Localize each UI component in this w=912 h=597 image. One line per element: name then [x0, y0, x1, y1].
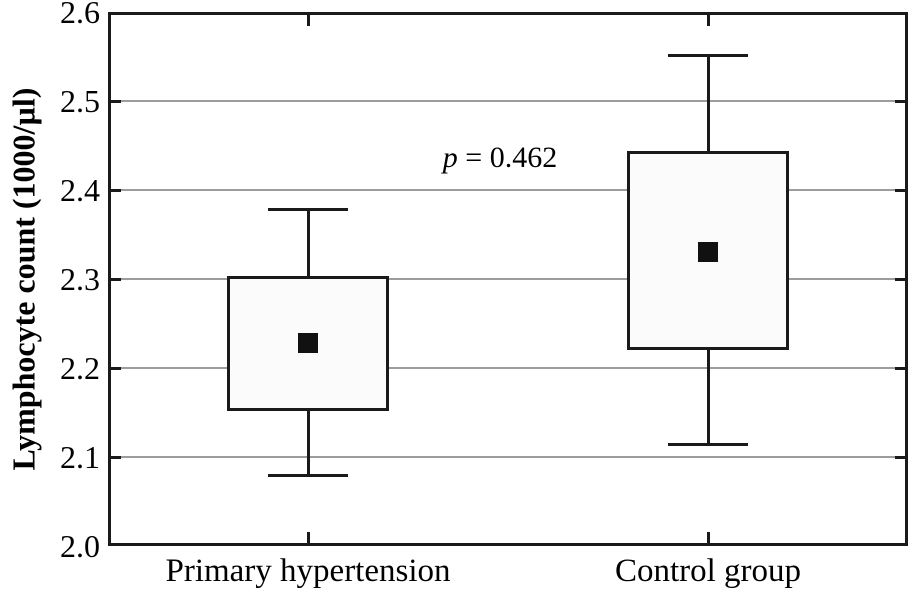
p-value-annotation: p = 0.462	[443, 141, 557, 175]
mean-marker	[298, 333, 318, 354]
p-symbol: p	[442, 140, 458, 174]
y-gridline	[108, 367, 908, 369]
x-axis-tick-bottom	[306, 532, 310, 546]
y-axis-tick-left	[108, 188, 121, 192]
y-axis-tick-left	[108, 366, 121, 370]
whisker-cap-top	[268, 208, 348, 212]
y-axis-tick-right	[895, 277, 908, 281]
x-category-label: Primary hypertension	[165, 553, 451, 589]
y-axis-tick-left	[108, 277, 121, 281]
y-tick-label: 2.5	[60, 83, 100, 119]
mean-marker	[698, 242, 718, 263]
plot-area: p = 0.462	[108, 12, 908, 546]
y-gridline	[108, 189, 908, 191]
x-axis-tick-bottom	[706, 532, 710, 546]
p-value-text: = 0.462	[457, 140, 558, 174]
y-gridline	[108, 278, 908, 280]
x-category-label: Control group	[614, 553, 802, 589]
y-axis-tick-left	[108, 455, 121, 459]
y-axis-tick-right	[895, 455, 908, 459]
y-axis-tick-right	[895, 188, 908, 192]
y-tick-label: 2.2	[60, 350, 100, 386]
y-axis-tick-right	[895, 99, 908, 103]
y-tick-label: 2.3	[60, 261, 100, 297]
x-axis-tick-top	[306, 12, 310, 26]
whisker-cap-top	[668, 54, 748, 58]
x-axis-tick-top	[706, 12, 710, 26]
y-tick-label: 2.6	[60, 0, 100, 30]
y-tick-label: 2.4	[60, 172, 100, 208]
y-gridline	[108, 456, 908, 458]
y-tick-label: 2.0	[60, 528, 100, 564]
y-axis-tick-left	[108, 99, 121, 103]
y-gridline	[108, 100, 908, 102]
y-axis-tick-right	[895, 366, 908, 370]
y-tick-label: 2.1	[60, 439, 100, 475]
whisker-cap-bottom	[268, 474, 348, 478]
whisker-cap-bottom	[668, 443, 748, 447]
